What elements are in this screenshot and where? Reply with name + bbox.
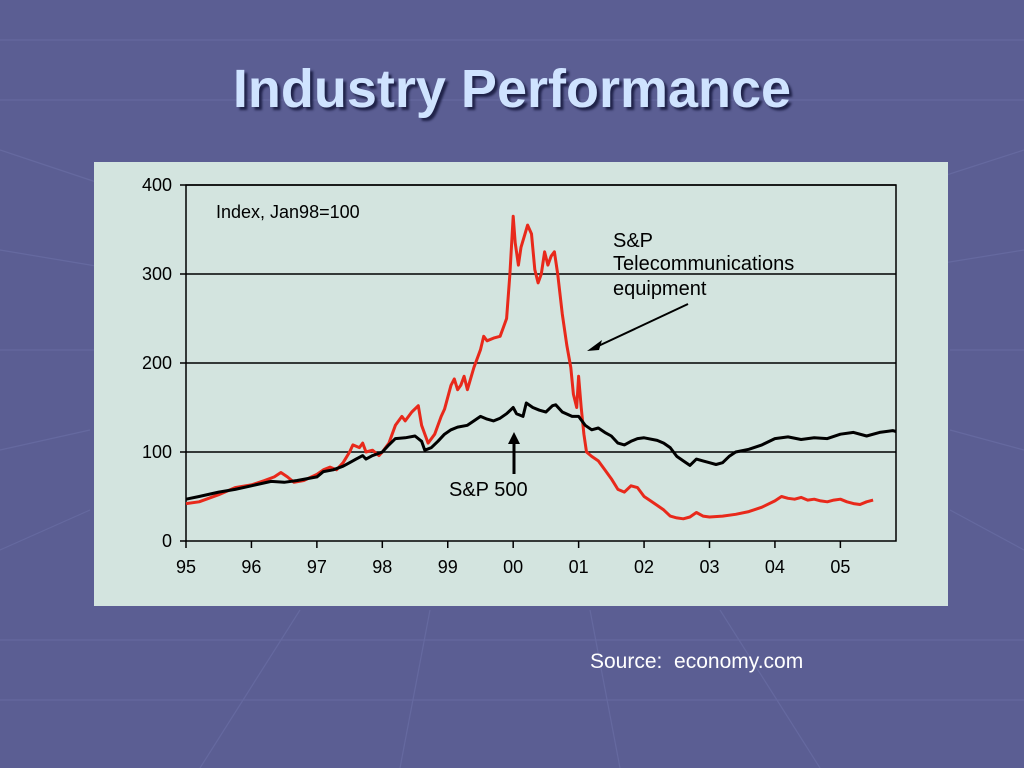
y-tick-label-100: 100 (142, 442, 172, 462)
index-annotation: Index, Jan98=100 (216, 202, 360, 222)
telecom-annotation-line2: Telecommunications (613, 253, 794, 275)
sp500-annotation: S&P 500 (449, 479, 528, 501)
x-tick-label-95: 95 (176, 557, 196, 577)
y-tick-label-200: 200 (142, 353, 172, 373)
source-note: Source: economy.com (590, 650, 804, 673)
slide-title: Industry Performance (232, 59, 792, 119)
x-tick-label-97: 97 (307, 557, 327, 577)
telecom-series-line (185, 214, 874, 521)
sp500-arrow (508, 432, 520, 474)
axes (180, 184, 897, 548)
y-tick-label-0: 0 (162, 531, 172, 551)
x-tick-label-02: 02 (634, 557, 654, 577)
x-tick-label-05: 05 (830, 557, 850, 577)
x-tick-label-96: 96 (241, 557, 261, 577)
telecom-annotation-line1: S&P (613, 230, 653, 252)
telecom-annotation-line3: equipment (613, 278, 707, 300)
y-tick-labels: 0 100 200 300 400 (142, 175, 172, 551)
x-tick-label-00: 00 (503, 557, 523, 577)
x-tick-label-04: 04 (765, 557, 785, 577)
chart-panel: 0 100 200 300 400 95 96 97 98 99 00 01 02 03 04 05 Ind… (94, 162, 948, 606)
x-tick-labels: 95 96 97 98 99 00 01 02 03 04 05 (176, 557, 850, 577)
series-lines (185, 214, 897, 521)
x-tick-label-01: 01 (569, 557, 589, 577)
x-tick-label-99: 99 (438, 557, 458, 577)
x-tick-label-98: 98 (372, 557, 392, 577)
y-tick-label-400: 400 (142, 175, 172, 195)
plot-frame (185, 184, 897, 542)
line-chart: 0 100 200 300 400 95 96 97 98 99 00 01 02 03 04 05 Ind… (142, 175, 897, 577)
y-tick-label-300: 300 (142, 264, 172, 284)
x-tick-label-03: 03 (699, 557, 719, 577)
telecom-arrow (587, 303, 689, 351)
sp500-series-line (185, 401, 897, 501)
